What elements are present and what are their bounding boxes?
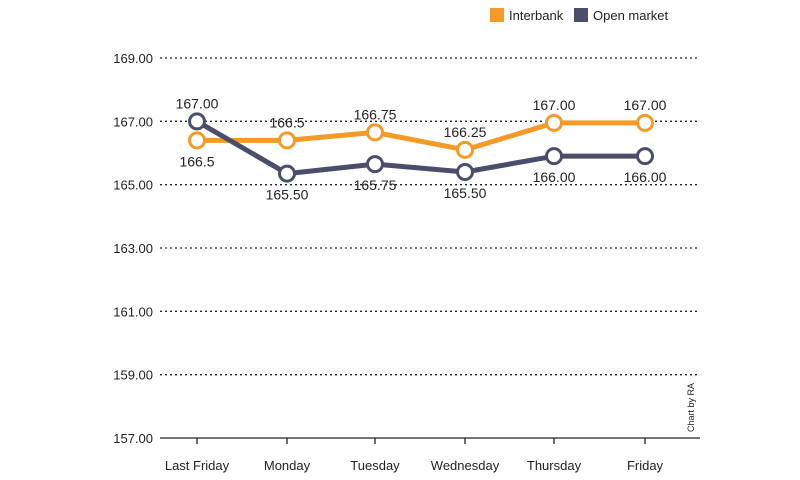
legend-label: Open market — [593, 8, 669, 23]
x-tick-label: Tuesday — [350, 458, 400, 473]
data-label: 167.00 — [176, 95, 219, 111]
data-label: 165.50 — [266, 187, 309, 203]
y-axis: 157.00 159.00 161.00 163.00 165.00 167.00 169.… — [113, 51, 153, 446]
data-point — [278, 164, 296, 183]
data-label: 166.25 — [444, 124, 487, 140]
data-point — [366, 155, 384, 174]
legend-swatch — [490, 8, 504, 22]
data-point — [545, 113, 563, 132]
y-tick-label: 167.00 — [113, 114, 153, 129]
legend: Interbank Open market — [490, 8, 669, 23]
data-point — [636, 113, 654, 132]
data-point — [278, 131, 296, 150]
data-point — [456, 140, 474, 159]
series-open-market: 167.00 165.50 165.75 165.50 166.00 166.00 — [176, 95, 667, 202]
x-tick-label: Monday — [264, 458, 311, 473]
data-label: 166.5 — [179, 153, 214, 169]
data-point — [456, 163, 474, 181]
series-interbank: 166.5 166.5 166.75 166.25 167.00 167.00 — [179, 97, 666, 169]
data-label: 166.00 — [624, 169, 667, 185]
y-tick-label: 163.00 — [113, 241, 153, 256]
data-point — [366, 123, 384, 142]
x-axis: Last Friday Monday Tuesday Wednesday Thursda… — [160, 437, 700, 473]
chart-credit: Chart by RA — [686, 383, 696, 432]
data-label: 165.50 — [444, 185, 487, 201]
data-point — [188, 112, 206, 131]
y-tick-label: 165.00 — [113, 178, 153, 193]
data-label: 166.5 — [269, 114, 304, 130]
x-tick-label: Thursday — [527, 458, 582, 473]
x-tick-label: Wednesday — [431, 458, 500, 473]
series-line — [194, 118, 648, 177]
data-point — [545, 147, 563, 166]
data-label: 167.00 — [533, 97, 576, 113]
x-tick-label: Last Friday — [165, 458, 230, 473]
grid-lines — [160, 57, 700, 376]
legend-swatch — [574, 8, 588, 22]
data-label: 165.75 — [354, 177, 397, 193]
y-tick-label: 169.00 — [113, 51, 153, 66]
data-label: 167.00 — [624, 97, 667, 113]
data-label: 166.00 — [533, 169, 576, 185]
y-tick-label: 157.00 — [113, 431, 153, 446]
legend-label: Interbank — [509, 8, 564, 23]
x-tick-label: Friday — [627, 458, 664, 473]
data-point — [188, 131, 206, 150]
y-tick-label: 159.00 — [113, 368, 153, 383]
data-point — [636, 147, 654, 166]
series-line — [194, 120, 648, 153]
y-tick-label: 161.00 — [113, 304, 153, 319]
data-label: 166.75 — [354, 106, 397, 122]
